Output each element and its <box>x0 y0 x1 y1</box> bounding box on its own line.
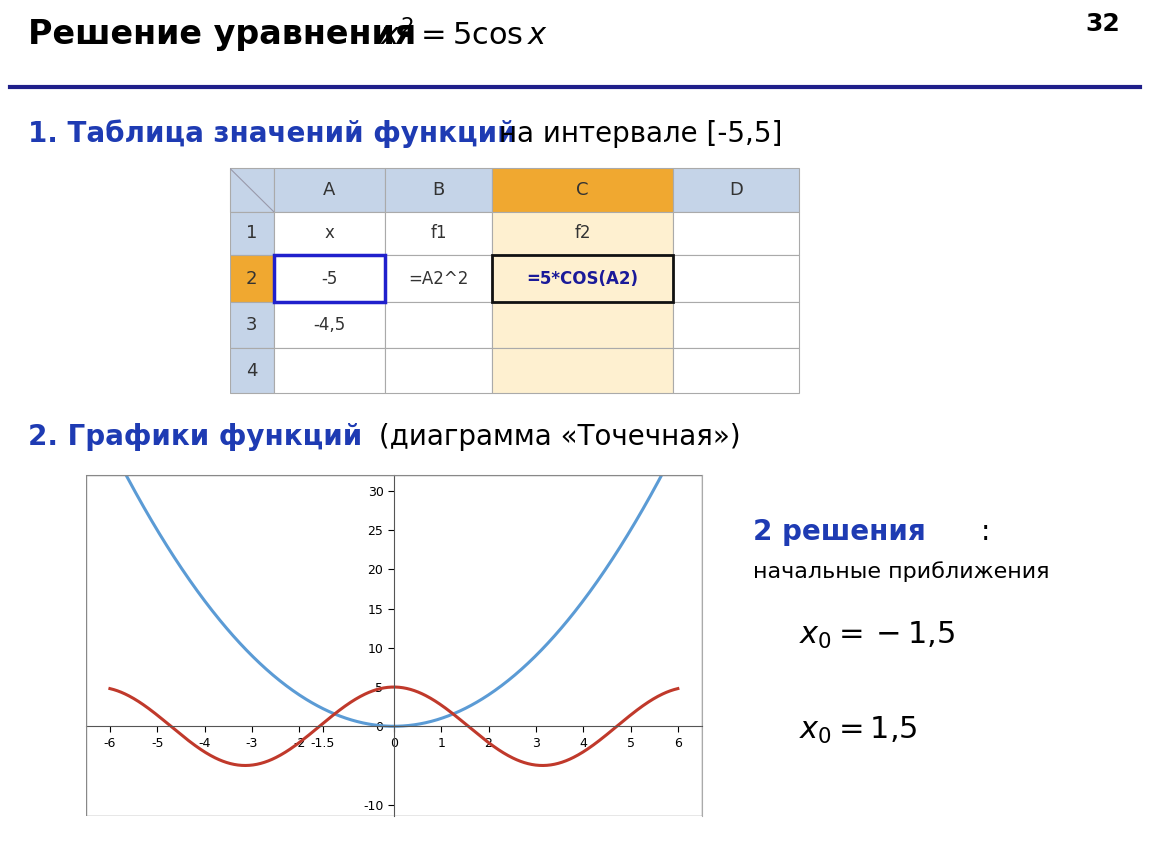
Bar <box>230 168 274 212</box>
Text: C: C <box>576 181 589 199</box>
Bar <box>230 255 274 302</box>
Text: 3: 3 <box>246 316 258 334</box>
Text: 4: 4 <box>246 362 258 379</box>
Bar <box>673 212 799 255</box>
Bar <box>385 168 492 212</box>
Text: f2: f2 <box>574 225 591 242</box>
Bar <box>673 348 799 393</box>
Bar <box>274 348 385 393</box>
Bar <box>274 255 385 302</box>
Bar <box>274 255 385 302</box>
Text: $x_0 = 1{,}5$: $x_0 = 1{,}5$ <box>799 715 918 746</box>
Bar <box>86 475 702 816</box>
Bar <box>385 212 492 255</box>
Bar <box>492 302 673 348</box>
Bar <box>492 255 673 302</box>
Bar <box>274 212 385 255</box>
Text: -5: -5 <box>321 270 338 288</box>
Text: -4,5: -4,5 <box>313 316 346 334</box>
Text: :: : <box>981 518 990 546</box>
Text: $x^2 = 5\cos x$: $x^2 = 5\cos x$ <box>380 18 549 51</box>
Text: =A2^2: =A2^2 <box>408 270 469 288</box>
Bar <box>673 168 799 212</box>
Bar <box>492 168 673 212</box>
Text: Решение уравнения: Решение уравнения <box>28 18 416 51</box>
Bar <box>492 348 673 393</box>
Bar <box>385 348 492 393</box>
Bar <box>385 255 492 302</box>
Text: A: A <box>323 181 336 199</box>
Bar <box>274 168 385 212</box>
Text: =5*COS(A2): =5*COS(A2) <box>527 270 638 288</box>
Bar <box>673 255 799 302</box>
Text: x: x <box>324 225 335 242</box>
Text: 32: 32 <box>1086 12 1120 36</box>
Bar <box>385 302 492 348</box>
Bar <box>673 302 799 348</box>
Bar <box>492 212 673 255</box>
Text: f1: f1 <box>430 225 447 242</box>
Text: 2: 2 <box>246 270 258 288</box>
Bar <box>492 255 673 302</box>
Text: $x_0 = -1{,}5$: $x_0 = -1{,}5$ <box>799 619 956 651</box>
Text: на интервале [-5,5]: на интервале [-5,5] <box>490 120 782 148</box>
Text: 2. Графики функций: 2. Графики функций <box>28 423 362 451</box>
Text: (диаграмма «Точечная»): (диаграмма «Точечная») <box>370 423 741 451</box>
Bar <box>230 212 274 255</box>
Text: 1: 1 <box>246 225 258 242</box>
Bar <box>230 348 274 393</box>
Text: 2 решения: 2 решения <box>753 518 926 546</box>
Text: 1. Таблица значений функций: 1. Таблица значений функций <box>28 119 516 149</box>
Bar <box>274 302 385 348</box>
Text: D: D <box>729 181 743 199</box>
Text: начальные приближения: начальные приближения <box>753 562 1050 582</box>
Text: B: B <box>432 181 445 199</box>
Bar <box>230 302 274 348</box>
